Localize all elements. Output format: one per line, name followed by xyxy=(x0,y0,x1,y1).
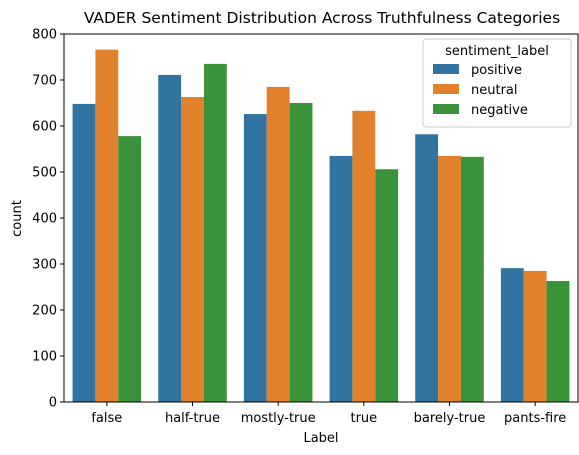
legend-swatch-negative xyxy=(433,104,459,114)
bar-false-negative xyxy=(118,136,142,402)
y-tick-label: 500 xyxy=(32,166,57,181)
legend-box xyxy=(422,38,572,128)
bar-mostly-true-negative xyxy=(289,103,313,402)
bar-true-negative xyxy=(375,169,399,402)
legend: sentiment_label positive neutral negative xyxy=(422,38,572,128)
bar-false-neutral xyxy=(95,49,119,402)
y-axis: 0 100 200 300 400 500 600 700 800 xyxy=(32,28,64,411)
bar-mostly-true-positive xyxy=(243,114,267,402)
bar-barely-true-negative xyxy=(460,156,484,402)
legend-swatch-neutral xyxy=(433,84,459,94)
y-tick-label: 300 xyxy=(32,258,57,273)
legend-label-neutral: neutral xyxy=(471,83,518,98)
x-tick-label: false xyxy=(91,411,122,426)
y-tick-label: 0 xyxy=(49,396,57,411)
bar-half-true-neutral xyxy=(181,97,204,403)
bar-pants-fire-positive xyxy=(500,268,524,402)
legend-swatch-positive xyxy=(433,64,459,74)
y-tick-label: 800 xyxy=(32,28,57,43)
x-tick-label: mostly-true xyxy=(241,411,316,426)
x-tick-label: pants-fire xyxy=(504,411,566,426)
x-tick-label: true xyxy=(350,411,377,426)
bar-true-neutral xyxy=(352,110,376,402)
y-tick-label: 200 xyxy=(32,304,57,319)
x-axis: false half-true mostly-true true barely-true… xyxy=(91,402,566,426)
x-tick-label: barely-true xyxy=(414,411,486,426)
legend-label-negative: negative xyxy=(471,103,528,118)
bar-barely-true-neutral xyxy=(438,155,461,402)
plot-frame xyxy=(63,33,579,403)
y-axis-label: count xyxy=(10,200,25,237)
bar-true-positive xyxy=(329,155,353,402)
bar-pants-fire-negative xyxy=(546,281,570,402)
bars-group xyxy=(72,49,570,403)
bar-half-true-negative xyxy=(203,63,227,403)
y-tick-label: 700 xyxy=(32,74,57,89)
x-tick-label: half-true xyxy=(165,411,220,426)
chart-title: VADER Sentiment Distribution Across Trut… xyxy=(84,9,560,27)
y-tick-label: 100 xyxy=(32,350,57,365)
bar-mostly-true-neutral xyxy=(266,86,290,403)
bar-pants-fire-neutral xyxy=(523,270,547,402)
y-tick-label: 400 xyxy=(32,212,57,227)
bar-false-positive xyxy=(72,103,96,403)
legend-label-positive: positive xyxy=(471,63,522,78)
x-axis-label: Label xyxy=(303,431,338,446)
y-tick-label: 600 xyxy=(32,120,57,135)
legend-title: sentiment_label xyxy=(445,44,549,59)
bar-barely-true-positive xyxy=(415,134,439,402)
bar-half-true-positive xyxy=(158,74,182,402)
